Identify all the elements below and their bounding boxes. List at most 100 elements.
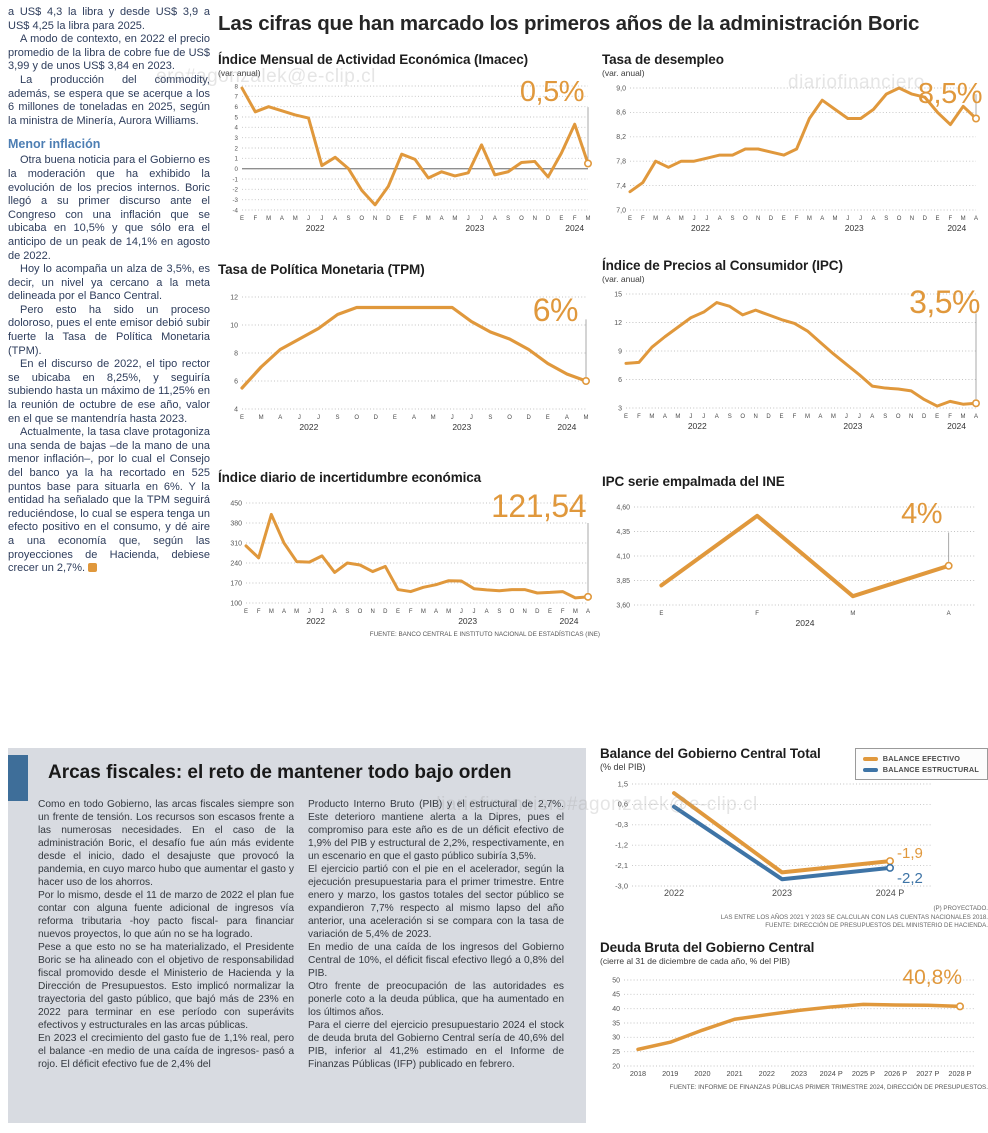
svg-text:A: A <box>974 216 978 222</box>
svg-text:E: E <box>936 216 940 222</box>
svg-text:O: O <box>896 414 901 420</box>
svg-text:450: 450 <box>230 500 242 507</box>
svg-text:O: O <box>354 415 359 421</box>
ipc-ine-line-chart: 4,60 4,35 4,10 3,85 3,60 E F M A 2024 <box>616 504 976 628</box>
legend-item-efectivo: BALANCE EFECTIVO <box>862 753 979 764</box>
svg-text:-1: -1 <box>232 176 238 183</box>
chart-title: Índice diario de incertidumbre económica <box>218 470 482 485</box>
svg-text:A: A <box>586 609 590 615</box>
svg-text:1,5: 1,5 <box>618 779 628 788</box>
svg-text:2027 P: 2027 P <box>916 1069 939 1078</box>
svg-text:O: O <box>740 414 745 420</box>
chart-legend: BALANCE EFECTIVO BALANCE ESTRUCTURAL <box>854 748 988 780</box>
svg-text:2024 P: 2024 P <box>876 888 905 898</box>
svg-text:2022: 2022 <box>664 888 684 898</box>
svg-text:M: M <box>269 609 274 615</box>
svg-text:M: M <box>675 414 680 420</box>
svg-text:E: E <box>393 415 397 421</box>
svg-text:E: E <box>659 611 663 617</box>
legend-swatch-efectivo <box>862 756 878 761</box>
svg-text:M: M <box>259 415 264 421</box>
panel-title: Arcas fiscales: el reto de mantener todo… <box>48 762 512 783</box>
svg-text:E: E <box>240 216 244 222</box>
svg-text:E: E <box>624 414 628 420</box>
svg-text:S: S <box>884 216 888 222</box>
svg-text:M: M <box>850 611 855 617</box>
chart-imacec: Índice Mensual de Actividad Económica (I… <box>218 52 600 254</box>
svg-text:-3: -3 <box>232 197 238 204</box>
svg-text:E: E <box>559 216 563 222</box>
chart-title: IPC serie empalmada del INE <box>602 474 785 489</box>
svg-text:J: J <box>845 414 848 420</box>
svg-text:8,6: 8,6 <box>616 110 626 117</box>
panel-paragraph: En medio de una caída de los ingresos de… <box>308 942 564 979</box>
svg-text:2024: 2024 <box>947 223 966 233</box>
svg-text:F: F <box>949 216 953 222</box>
chart-title: Tasa de desempleo <box>602 52 724 67</box>
svg-text:D: D <box>374 415 379 421</box>
article-paragraph: En el discurso de 2022, el tipo rector s… <box>8 358 210 425</box>
svg-text:M: M <box>431 415 436 421</box>
svg-text:D: D <box>922 414 927 420</box>
svg-text:E: E <box>628 216 632 222</box>
svg-text:N: N <box>909 414 913 420</box>
svg-text:A: A <box>565 415 569 421</box>
svg-text:F: F <box>257 609 261 615</box>
svg-text:M: M <box>805 414 810 420</box>
svg-text:A: A <box>434 609 438 615</box>
svg-text:2022: 2022 <box>306 223 325 233</box>
svg-text:J: J <box>321 609 324 615</box>
panel-paragraph: Pese a que esto no se ha materializado, … <box>38 942 294 1031</box>
svg-text:A: A <box>280 216 284 222</box>
svg-text:1: 1 <box>235 156 239 163</box>
svg-text:M: M <box>807 216 812 222</box>
svg-text:20: 20 <box>612 1063 620 1070</box>
svg-text:M: M <box>586 216 591 222</box>
svg-text:S: S <box>336 415 340 421</box>
chart-subtitle: (% del PIB) <box>600 762 646 772</box>
svg-text:A: A <box>282 609 286 615</box>
svg-text:2: 2 <box>235 145 239 152</box>
svg-text:8: 8 <box>235 83 239 90</box>
chart-subtitle: (var. anual) <box>602 274 645 284</box>
svg-text:M: M <box>426 216 431 222</box>
chart-footnotes: (P) PROYECTADO. LAS ENTRE LOS AÑOS 2021 … <box>600 905 988 931</box>
svg-text:9,0: 9,0 <box>616 85 626 92</box>
svg-text:A: A <box>818 414 822 420</box>
svg-text:O: O <box>519 216 524 222</box>
svg-text:E: E <box>244 609 248 615</box>
svg-text:N: N <box>533 216 537 222</box>
chart-title: Tasa de Política Monetaria (TPM) <box>218 262 425 277</box>
latest-value-annotation: 121,54 <box>491 488 586 524</box>
svg-text:M: M <box>446 609 451 615</box>
svg-text:310: 310 <box>230 540 242 547</box>
svg-text:2024 P: 2024 P <box>820 1069 843 1078</box>
svg-text:A: A <box>871 216 875 222</box>
legend-swatch-estructural <box>862 767 878 772</box>
legend-label: BALANCE ESTRUCTURAL <box>882 765 979 774</box>
panel-paragraph: Para el cierre del ejercicio presupuesta… <box>308 1020 564 1070</box>
svg-text:7: 7 <box>235 94 239 101</box>
balance-line-chart: 1,5 0,6 -0,3 -1,2 -2,1 -3,0 2022 2023 2024 P -1,9… <box>615 779 932 898</box>
svg-text:-2,1: -2,1 <box>615 861 628 870</box>
svg-text:2023: 2023 <box>845 223 864 233</box>
legend-label: BALANCE EFECTIVO <box>882 754 961 763</box>
svg-text:7,4: 7,4 <box>616 183 626 190</box>
svg-text:F: F <box>561 609 565 615</box>
svg-text:5: 5 <box>235 114 239 121</box>
svg-text:2024: 2024 <box>796 618 815 628</box>
svg-text:2018: 2018 <box>630 1069 646 1078</box>
chart-title: Deuda Bruta del Gobierno Central <box>600 940 815 955</box>
svg-text:6: 6 <box>235 104 239 111</box>
svg-text:2023: 2023 <box>465 223 484 233</box>
svg-text:2022: 2022 <box>688 421 707 431</box>
svg-text:A: A <box>974 414 978 420</box>
svg-text:S: S <box>488 415 492 421</box>
svg-text:D: D <box>386 216 391 222</box>
svg-text:F: F <box>413 216 417 222</box>
svg-text:-2: -2 <box>232 187 238 194</box>
svg-text:3,60: 3,60 <box>616 602 630 609</box>
svg-text:A: A <box>333 609 337 615</box>
svg-text:A: A <box>440 216 444 222</box>
